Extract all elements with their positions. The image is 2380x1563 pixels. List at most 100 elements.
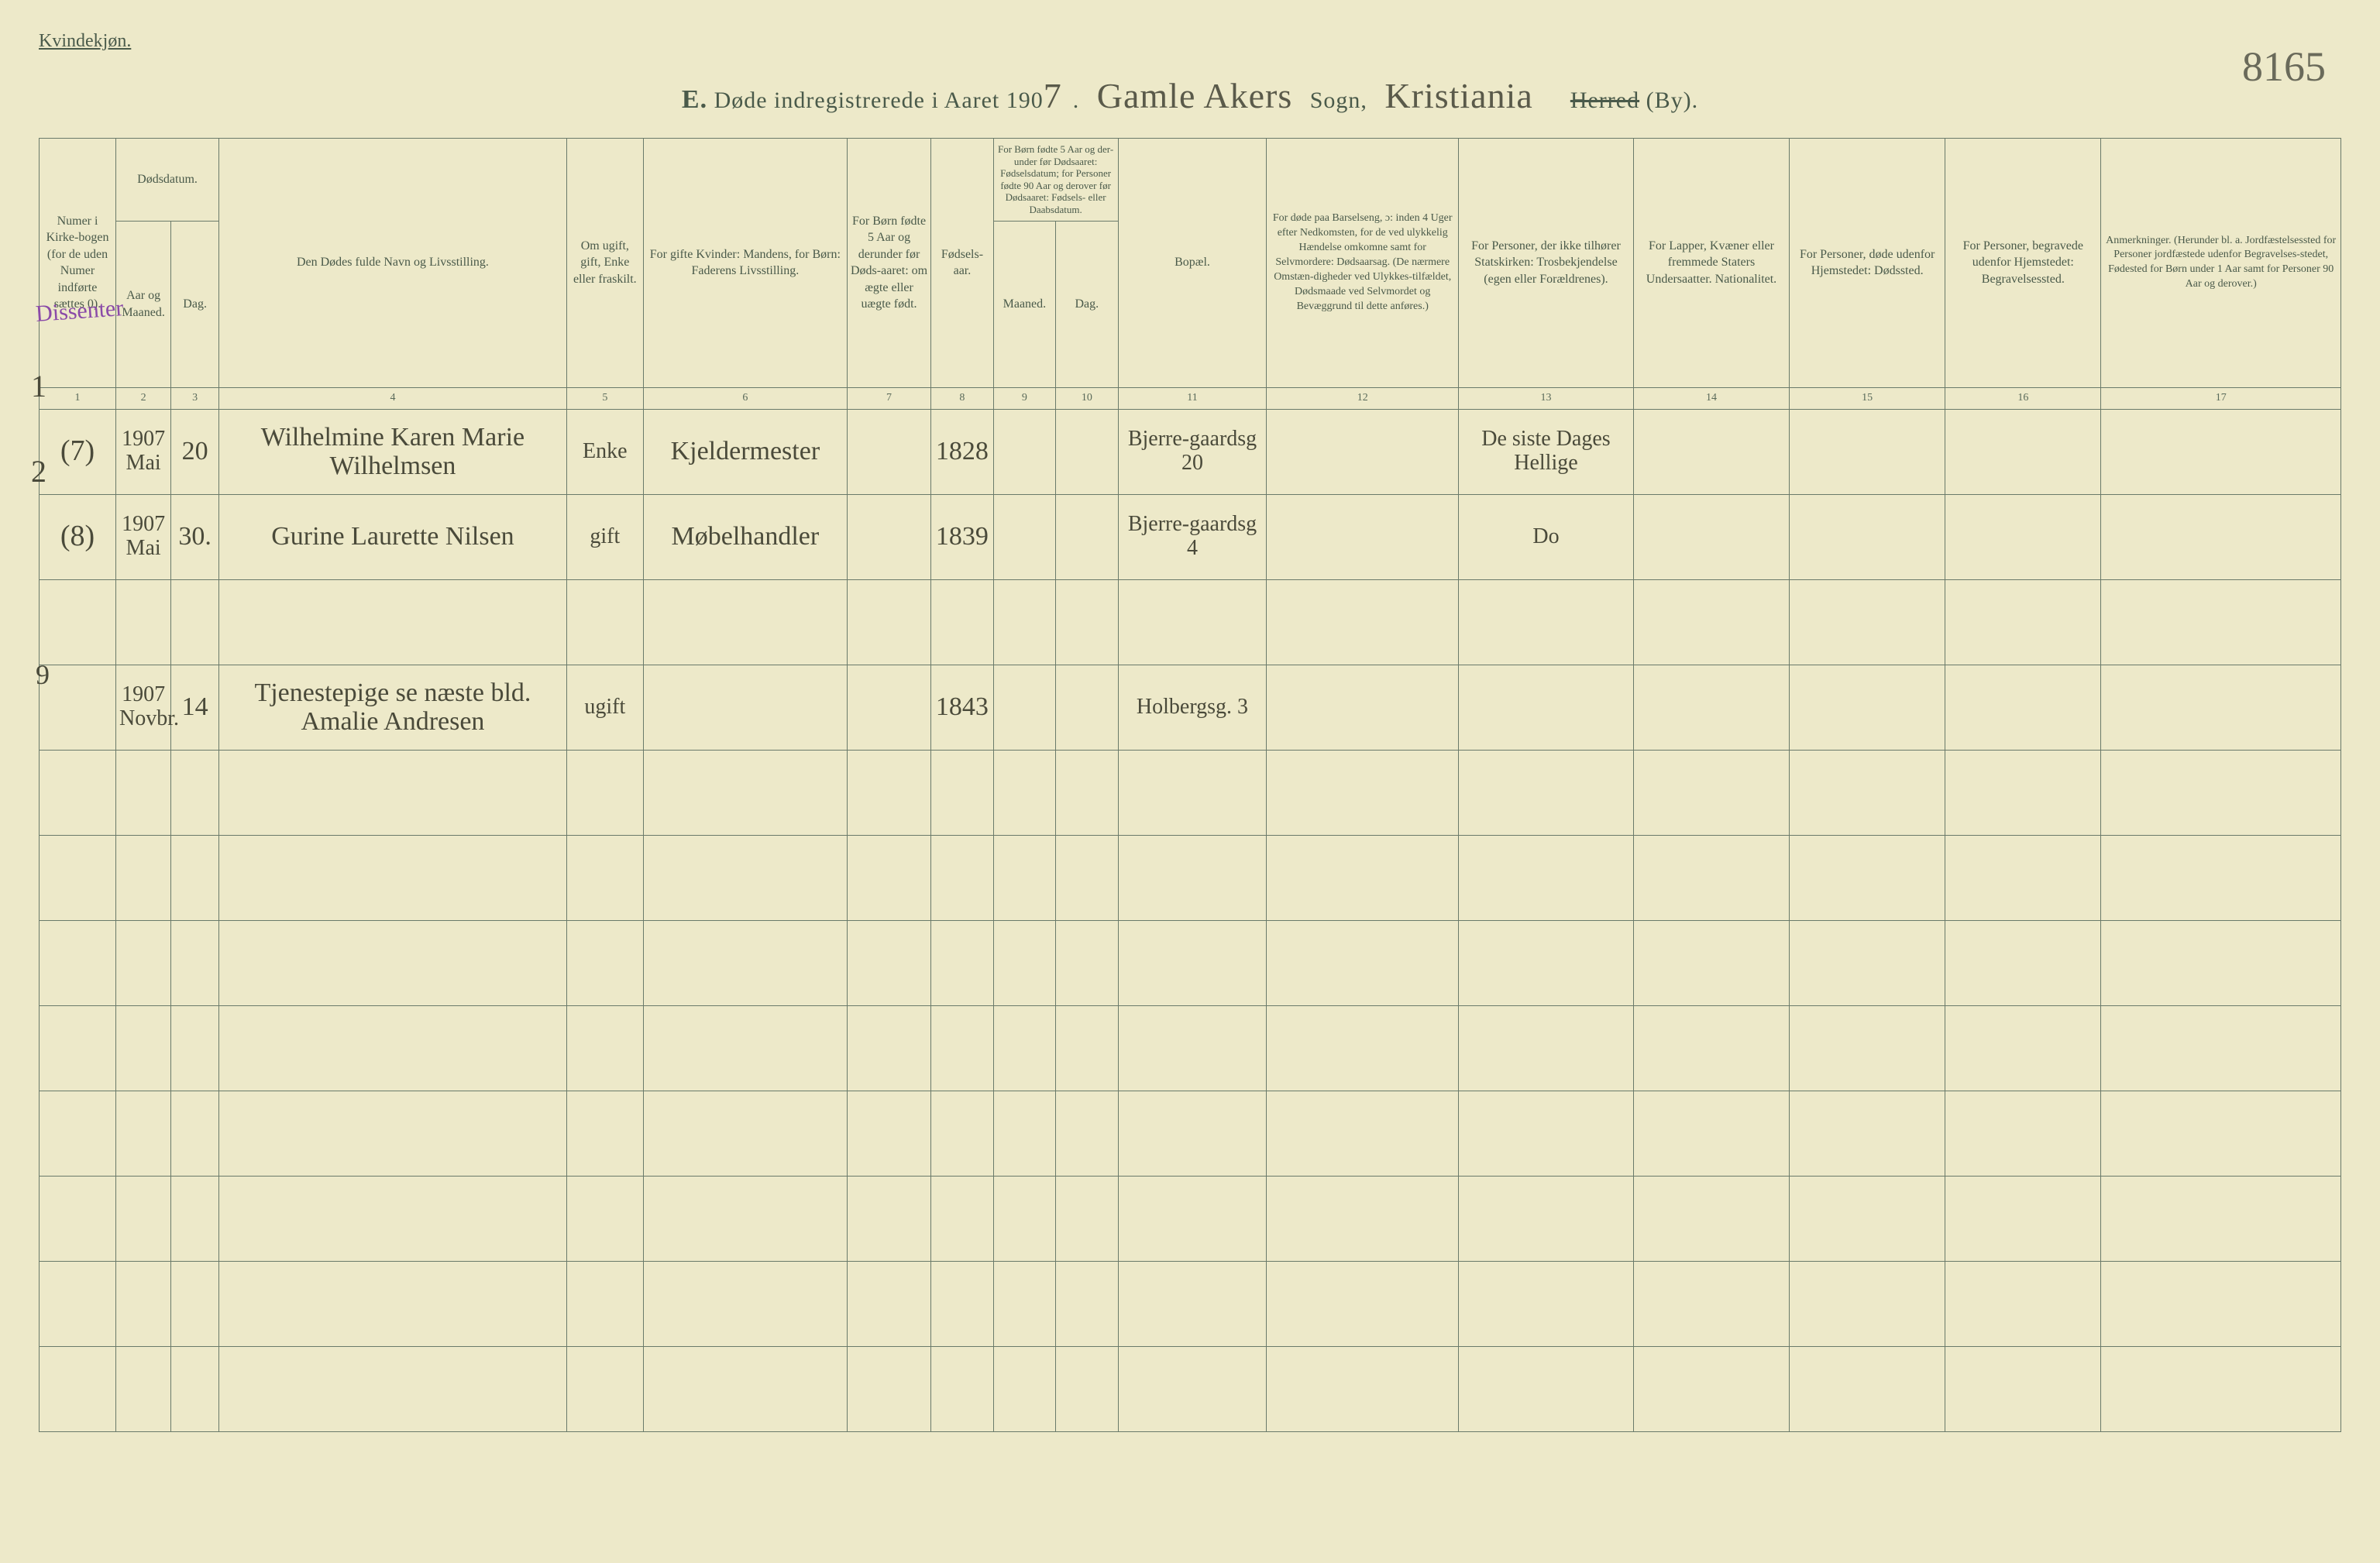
table-cell <box>40 1261 116 1346</box>
register-table: Numer i Kirke-bogen (for de uden Numer i… <box>39 138 2341 1432</box>
table-cell <box>1945 1346 2101 1431</box>
table-cell <box>1118 1005 1267 1091</box>
column-numbers-row: 1234567891011121314151617 <box>40 387 2341 409</box>
table-cell <box>1459 579 1634 665</box>
table-cell: 1907 Novbr. <box>116 665 171 750</box>
table-row <box>40 835 2341 920</box>
table-cell <box>1633 1091 1789 1176</box>
col-header-2b: Aar og Maaned. <box>116 221 171 387</box>
table-cell: Møbelhandler <box>643 494 847 579</box>
table-row: 1907 Novbr.14Tjenestepige se næste bld. … <box>40 665 2341 750</box>
table-cell <box>1056 409 1118 494</box>
table-cell <box>643 1176 847 1261</box>
column-number: 8 <box>931 387 993 409</box>
table-row <box>40 1176 2341 1261</box>
table-cell <box>40 920 116 1005</box>
table-cell <box>1267 1091 1459 1176</box>
column-number: 3 <box>171 387 219 409</box>
table-row <box>40 1261 2341 1346</box>
table-cell <box>1267 835 1459 920</box>
table-cell <box>219 835 567 920</box>
table-cell <box>993 409 1055 494</box>
table-cell <box>1056 665 1118 750</box>
table-cell <box>1790 409 1945 494</box>
table-cell <box>219 750 567 835</box>
table-cell <box>1459 1091 1634 1176</box>
table-cell <box>1633 1005 1789 1091</box>
parish-label: Sogn, <box>1310 88 1367 113</box>
table-cell <box>171 1176 219 1261</box>
table-cell <box>1633 409 1789 494</box>
table-cell <box>171 579 219 665</box>
table-cell <box>993 1005 1055 1091</box>
table-cell <box>1790 1005 1945 1091</box>
table-cell <box>643 665 847 750</box>
col-header-5: Om ugift, gift, Enke eller fraskilt. <box>566 139 643 388</box>
column-number: 7 <box>847 387 930 409</box>
table-cell <box>1118 920 1267 1005</box>
table-cell <box>1790 1091 1945 1176</box>
table-cell <box>219 579 567 665</box>
table-cell <box>1790 579 1945 665</box>
table-cell <box>1633 1346 1789 1431</box>
table-cell <box>931 750 993 835</box>
table-cell <box>1790 665 1945 750</box>
table-cell <box>847 1346 930 1431</box>
table-cell: 1907 Mai <box>116 409 171 494</box>
table-cell <box>847 1005 930 1091</box>
table-cell <box>1633 750 1789 835</box>
col-header-3: Dag. <box>171 221 219 387</box>
table-cell <box>1945 920 2101 1005</box>
table-cell <box>643 835 847 920</box>
table-cell <box>1945 750 2101 835</box>
table-cell <box>2101 579 2341 665</box>
column-number: 13 <box>1459 387 1634 409</box>
table-cell <box>1056 1346 1118 1431</box>
table-cell: 1839 <box>931 494 993 579</box>
table-cell <box>2101 1091 2341 1176</box>
col-header-7: For Børn fødte 5 Aar og derunder før Død… <box>847 139 930 388</box>
table-cell <box>219 1176 567 1261</box>
table-cell <box>1056 1005 1118 1091</box>
table-cell <box>1118 1176 1267 1261</box>
table-cell <box>993 494 1055 579</box>
page-header: E. Døde indregistrerede i Aaret 1907. Ga… <box>39 75 2341 116</box>
table-cell <box>116 1005 171 1091</box>
table-cell <box>1633 1261 1789 1346</box>
table-cell <box>1633 1176 1789 1261</box>
table-cell <box>1459 750 1634 835</box>
table-cell <box>219 1346 567 1431</box>
table-cell <box>1790 920 1945 1005</box>
table-cell <box>1267 1005 1459 1091</box>
table-cell <box>931 1176 993 1261</box>
col-header-8: Fødsels-aar. <box>931 139 993 388</box>
table-cell: Holbergsg. 3 <box>1118 665 1267 750</box>
table-cell <box>1056 835 1118 920</box>
col-header-13: For Personer, der ikke tilhører Statskir… <box>1459 139 1634 388</box>
table-cell <box>2101 409 2341 494</box>
column-number: 4 <box>219 387 567 409</box>
table-cell <box>1945 409 2101 494</box>
table-cell: Tjenestepige se næste bld. Amalie Andres… <box>219 665 567 750</box>
table-cell <box>1790 1176 1945 1261</box>
table-cell <box>171 1005 219 1091</box>
table-cell <box>847 1091 930 1176</box>
table-cell <box>993 920 1055 1005</box>
table-cell: Do <box>1459 494 1634 579</box>
table-cell <box>40 835 116 920</box>
table-cell <box>1267 750 1459 835</box>
table-cell <box>2101 1176 2341 1261</box>
table-cell <box>566 920 643 1005</box>
table-cell <box>40 665 116 750</box>
table-cell <box>1633 835 1789 920</box>
column-number: 17 <box>2101 387 2341 409</box>
table-cell <box>1945 494 2101 579</box>
parish-value: Gamle Akers <box>1086 76 1303 115</box>
table-cell <box>566 1091 643 1176</box>
table-cell <box>931 1091 993 1176</box>
table-row <box>40 1346 2341 1431</box>
gender-label: Kvindekjøn. <box>39 31 2341 52</box>
table-cell <box>643 920 847 1005</box>
table-cell <box>40 1346 116 1431</box>
table-cell <box>643 1346 847 1431</box>
